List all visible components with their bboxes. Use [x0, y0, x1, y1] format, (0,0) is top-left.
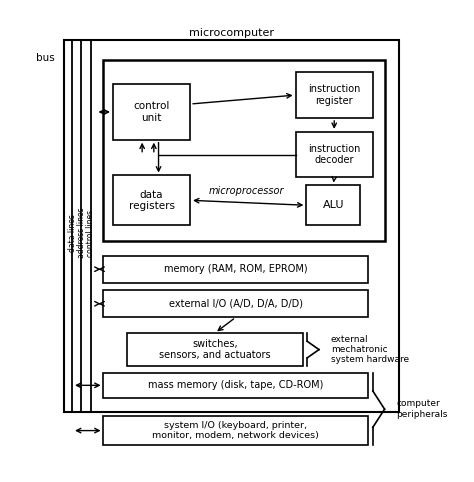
Bar — [113, 175, 190, 225]
Bar — [113, 84, 190, 140]
Text: microprocessor: microprocessor — [209, 187, 284, 196]
Text: instruction
decoder: instruction decoder — [308, 144, 360, 165]
Text: control
unit: control unit — [133, 101, 170, 123]
Bar — [306, 186, 360, 225]
Text: computer
peripherals: computer peripherals — [396, 400, 447, 419]
Bar — [103, 373, 368, 398]
Bar — [127, 333, 302, 366]
Bar — [296, 72, 373, 118]
Bar — [103, 290, 368, 317]
Text: bus: bus — [36, 54, 55, 63]
Text: ALU: ALU — [322, 200, 344, 210]
Bar — [296, 132, 373, 177]
Text: data lines: data lines — [68, 214, 77, 252]
Text: mass memory (disk, tape, CD-ROM): mass memory (disk, tape, CD-ROM) — [148, 380, 324, 390]
Bar — [103, 415, 368, 445]
Text: external I/O (A/D, D/A, D/D): external I/O (A/D, D/A, D/D) — [169, 299, 303, 309]
Text: address lines: address lines — [77, 208, 86, 258]
Bar — [103, 60, 384, 241]
Text: data
registers: data registers — [128, 189, 174, 211]
Text: system I/O (keyboard, printer,
monitor, modem, network devices): system I/O (keyboard, printer, monitor, … — [153, 421, 319, 440]
Text: control lines: control lines — [86, 210, 95, 256]
Text: instruction
register: instruction register — [308, 84, 360, 106]
Text: memory (RAM, ROM, EPROM): memory (RAM, ROM, EPROM) — [164, 264, 308, 274]
Text: switches,
sensors, and actuators: switches, sensors, and actuators — [159, 339, 271, 361]
Bar — [64, 40, 399, 412]
Text: external
mechatronic
system hardware: external mechatronic system hardware — [331, 335, 409, 364]
Text: microcomputer: microcomputer — [189, 27, 274, 38]
Bar — [103, 255, 368, 282]
